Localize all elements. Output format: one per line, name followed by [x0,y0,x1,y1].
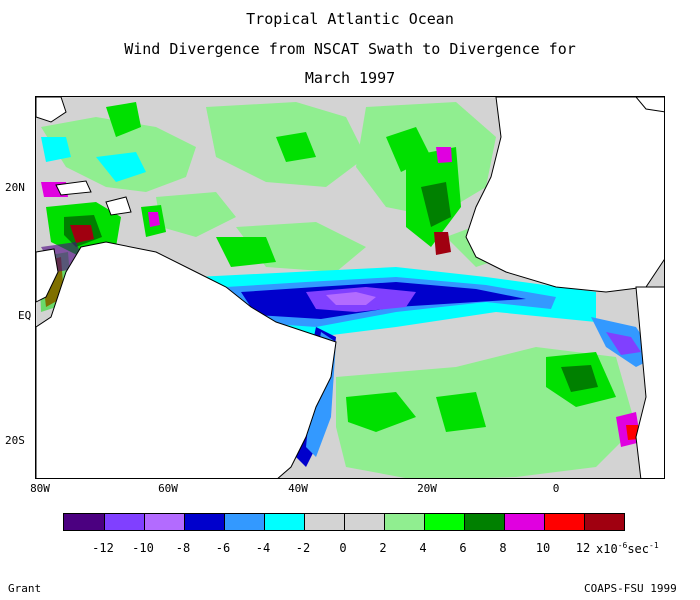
colorbar-unit-exponent: -6 [617,541,628,550]
colorbar-tick-label: -6 [215,541,231,555]
colorbar-swatch [304,514,344,530]
iberia-land [635,97,664,113]
divergence-map-svg [36,97,664,478]
footer-credit: COAPS-FSU 1999 [584,582,677,595]
lat-label-eq: EQ [18,309,32,322]
caribbean-features [39,137,461,312]
lon-label-20w: 20W [417,482,437,495]
hispaniola-land [105,196,132,216]
colorbar-unit-prefix: x10 [596,542,618,556]
land-masses [36,97,664,478]
colorbar-tick-label: -2 [295,541,311,555]
colorbar-tick-label: 4 [419,541,427,555]
lon-label-80w: 80W [30,482,50,495]
colorbar-swatch [64,514,104,530]
colorbar-swatch [264,514,304,530]
colorbar-swatch [104,514,144,530]
colorbar-unit: x10-6sec-1 [596,541,659,556]
colorbar-swatch [464,514,504,530]
colorbar-tick-label: 2 [379,541,387,555]
colorbar-tick-label: 6 [459,541,467,555]
colorbar-tick-label: 10 [535,541,551,555]
north-america-land [36,97,67,123]
colorbar-swatch [424,514,464,530]
central-america-land [36,248,59,303]
colorbar-tick-label: 0 [339,541,347,555]
colorbar-swatch [224,514,264,530]
map-title-line-1: Tropical Atlantic Ocean [246,10,454,28]
colorbar-tick-label: 12 [575,541,591,555]
lon-label-40w: 40W [288,482,308,495]
lat-label-20n: 20N [5,181,25,194]
colorbar-unit-suffix-exponent: -1 [649,541,659,550]
map-title-line-2: Wind Divergence from NSCAT Swath to Dive… [124,40,576,58]
colorbar-tick-label: -8 [175,541,191,555]
colorbar-swatch [584,514,624,530]
colorbar-swatch [504,514,544,530]
map-title-line-3: March 1997 [304,69,396,87]
colorbar-swatch [544,514,584,530]
lon-label-0: 0 [552,482,560,495]
lat-label-20s: 20S [5,434,25,447]
colorbar-unit-suffix: sec [627,542,650,556]
lon-label-60w: 60W [158,482,178,495]
colorbar [63,513,625,531]
colorbar-tick-label: -10 [132,541,154,555]
north-atlantic-positive-divergence [41,102,506,272]
colorbar-tick-label: -4 [255,541,271,555]
divergence-map [35,96,665,479]
footer-author: Grant [8,582,42,595]
cuba-land [55,180,92,196]
colorbar-tick-label: 8 [499,541,507,555]
colorbar-swatch [184,514,224,530]
colorbar-swatch [344,514,384,530]
southern-africa-land [635,286,664,478]
south-america-land [36,241,337,478]
colorbar-swatch [144,514,184,530]
africa-land [465,97,664,293]
colorbar-swatch [384,514,424,530]
colorbar-tick-label: -12 [92,541,114,555]
